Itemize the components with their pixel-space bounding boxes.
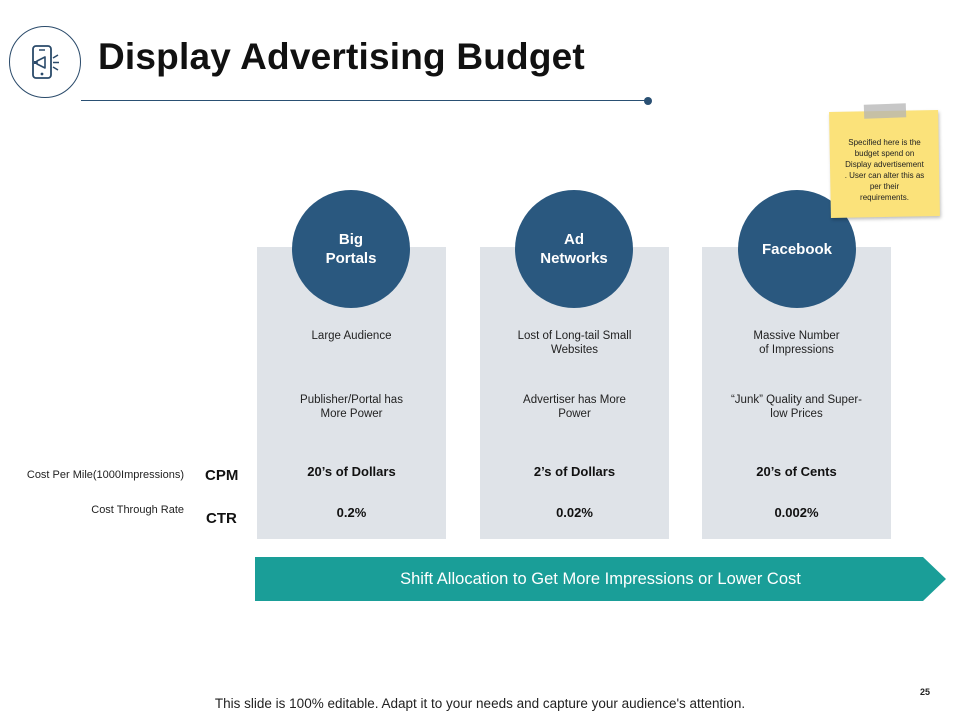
cpm-value-ad-networks: 2’s of Dollars (533, 464, 616, 479)
audience-text-big-portals: Large Audience (311, 330, 392, 342)
power-text-big-portals: Publisher/Portal has More Power (300, 394, 403, 420)
cpm-description: Cost Per Mile(1000Impressions) (26, 469, 184, 481)
title-divider (81, 100, 648, 101)
sticky-note-text: Specified here is the budget spend on Di… (844, 138, 925, 202)
ctr-value-big-portals: 0.2% (336, 505, 367, 520)
heading-circle-big-portals: Big Portals (292, 190, 410, 308)
cpm-label: CPM (205, 467, 239, 484)
cpm-value-big-portals: 20’s of Dollars (307, 464, 396, 479)
title-divider-dot (644, 97, 652, 105)
audience-text-ad-networks: Lost of Long-tail Small Websites (517, 330, 632, 356)
ctr-label: CTR (206, 510, 237, 527)
power-text-facebook: “Junk” Quality and Super- low Prices (730, 394, 863, 420)
mobile-megaphone-icon (32, 45, 59, 79)
shift-allocation-arrow (255, 557, 946, 601)
sticky-note-tape (863, 103, 907, 119)
ctr-description: Cost Through Rate (91, 504, 184, 516)
heading-circle-ad-networks: Ad Networks (515, 190, 633, 308)
audience-text-facebook: Massive Number of Impressions (753, 330, 840, 356)
footer-caption: This slide is 100% editable. Adapt it to… (214, 696, 746, 711)
ctr-value-facebook: 0.002% (774, 505, 819, 520)
power-text-ad-networks: Advertiser has More Power (523, 394, 626, 420)
page-title: Display Advertising Budget (98, 36, 585, 77)
page-number: 25 (920, 687, 931, 697)
header-icon-badge (9, 26, 81, 98)
cpm-value-facebook: 20’s of Cents (756, 464, 837, 479)
ctr-value-ad-networks: 0.02% (556, 505, 593, 520)
shift-allocation-text: Shift Allocation to Get More Impressions… (400, 569, 801, 588)
